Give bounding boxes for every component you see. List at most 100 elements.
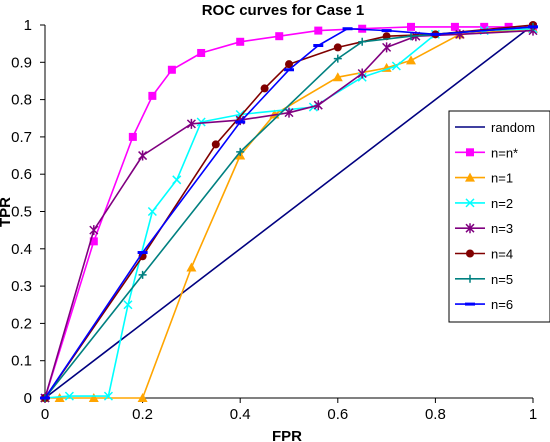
data-point [284, 107, 294, 118]
y-tick-label: 0.7 [11, 129, 32, 146]
data-point [172, 175, 182, 185]
data-point [381, 29, 392, 33]
x-tick-label: 0.8 [425, 406, 446, 423]
data-point [236, 147, 245, 156]
data-point [138, 150, 148, 161]
data-point [313, 44, 324, 48]
legend-marker [466, 148, 474, 157]
legend-item: n=1 [455, 171, 513, 186]
data-point [89, 225, 99, 236]
data-point [123, 300, 133, 310]
y-tick-label: 0.9 [11, 54, 32, 71]
data-point [211, 140, 220, 149]
legend-item: n=5 [455, 272, 513, 287]
data-point [89, 237, 98, 246]
legend-marker [465, 172, 475, 182]
legend-label: n=n* [491, 145, 518, 160]
y-tick-label: 0 [24, 390, 32, 407]
y-tick-label: 0.4 [11, 241, 32, 258]
data-point [406, 55, 416, 65]
series-line [44, 27, 534, 399]
data-point [332, 72, 343, 82]
x-tick-label: 0 [41, 406, 49, 423]
axes: 0 0.2 0.4 0.6 0.8 1 0 0.1 0.2 0.3 0.4 0.5 0.6 0.7 0.8 0… [11, 17, 537, 423]
data-point [314, 26, 323, 35]
x-tick-label: 0.6 [327, 406, 348, 423]
y-tick-label: 0.6 [11, 166, 32, 183]
legend-item: n=n* [455, 145, 518, 160]
data-point [284, 68, 294, 72]
series-1 [41, 22, 537, 402]
data-point [64, 391, 74, 401]
data-point [137, 251, 148, 255]
series-layer [40, 21, 538, 403]
data-point [342, 27, 353, 31]
data-point [391, 61, 401, 71]
y-tick-label: 0.8 [11, 92, 32, 109]
data-point [186, 262, 197, 272]
legend-label: n=3 [491, 221, 513, 236]
legend-label: random [491, 120, 535, 135]
data-point [88, 393, 99, 402]
y-tick-label: 0.1 [11, 353, 32, 370]
legend-label: n=4 [491, 247, 513, 262]
data-point [186, 118, 196, 129]
legend-box [448, 110, 550, 323]
data-point [357, 68, 367, 79]
x-axis-label: FPR [272, 428, 302, 442]
x-tick-label: 0.2 [132, 406, 153, 423]
y-tick-label: 0.5 [11, 204, 32, 221]
data-point [407, 22, 415, 31]
data-point [275, 32, 284, 41]
y-tick-label: 1 [24, 17, 32, 34]
data-point [313, 100, 323, 111]
series-line [44, 24, 534, 399]
data-point [333, 54, 342, 63]
data-point [528, 25, 538, 29]
legend-item: n=2 [455, 196, 513, 211]
x-tick-label: 0.4 [230, 406, 251, 423]
legend-item: n=4 [455, 247, 513, 262]
data-point [103, 391, 113, 401]
data-point [480, 22, 489, 31]
data-point [40, 396, 50, 400]
legend-label: n=2 [491, 196, 513, 211]
legend-label: n=5 [491, 272, 513, 287]
data-point [196, 117, 206, 127]
series-6 [41, 22, 537, 402]
data-point [430, 32, 441, 36]
y-tick-label: 0.2 [11, 315, 32, 332]
legend: random n=n* n=1 n=2 n=3 n=4 n=5 n=6 [448, 110, 550, 323]
series-0 [44, 24, 534, 399]
data-point [450, 22, 459, 31]
data-point [148, 91, 157, 100]
chart-title: ROC curves for Case 1 [202, 2, 365, 19]
data-point [333, 43, 342, 52]
legend-marker [466, 274, 474, 283]
legend-label: n=6 [491, 297, 513, 312]
data-point [197, 48, 206, 57]
series-7 [40, 25, 538, 400]
data-point [167, 65, 176, 74]
legend-label: n=1 [491, 171, 513, 186]
legend-marker [465, 223, 475, 234]
data-point [358, 37, 367, 46]
legend-marker [465, 198, 475, 208]
legend-item: n=3 [455, 221, 513, 236]
y-axis-label: TPR [0, 197, 14, 227]
data-point [137, 393, 148, 402]
data-point [235, 120, 246, 124]
x-tick-label: 1 [529, 406, 537, 423]
data-point [382, 42, 392, 53]
legend-marker [466, 249, 474, 258]
legend-marker [465, 302, 475, 306]
data-point [236, 37, 245, 46]
data-point [285, 60, 293, 69]
y-tick-label: 0.3 [11, 278, 32, 295]
legend-item: n=6 [455, 297, 513, 312]
data-point [260, 84, 269, 93]
data-point [407, 32, 415, 41]
data-point [147, 206, 157, 217]
data-point [128, 132, 137, 141]
